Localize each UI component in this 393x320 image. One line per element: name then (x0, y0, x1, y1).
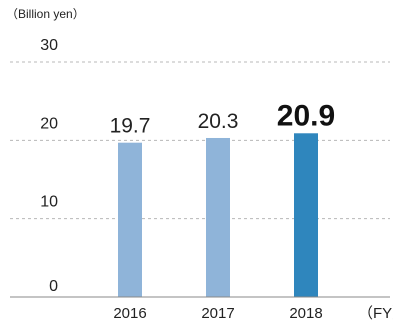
y-tick-label-20: 20 (40, 115, 58, 132)
bar-2017 (206, 137, 230, 297)
x-tick-label-2018: 2018 (289, 305, 322, 320)
y-unit-label: （Billion yen） (6, 7, 85, 21)
value-label-2018: 20.9 (277, 99, 335, 132)
value-label-2016: 19.7 (110, 115, 151, 138)
bar-2016 (118, 142, 142, 297)
x-tick-label-2016: 2016 (113, 305, 146, 320)
value-labels: 19.7 20.3 20.9 (110, 99, 336, 137)
bars (118, 133, 318, 297)
value-label-2017: 20.3 (198, 110, 239, 133)
x-tick-labels: 2016 2017 2018 (113, 305, 322, 320)
y-tick-label-30: 30 (40, 37, 58, 54)
bar-2018 (294, 133, 318, 297)
y-tick-label-0: 0 (49, 278, 58, 295)
y-tick-label-10: 10 (40, 194, 58, 211)
gridlines (10, 61, 390, 220)
x-unit-label: （FY） (358, 305, 393, 320)
y-tick-labels: 0 10 20 30 (40, 37, 58, 295)
x-tick-label-2017: 2017 (201, 305, 234, 320)
